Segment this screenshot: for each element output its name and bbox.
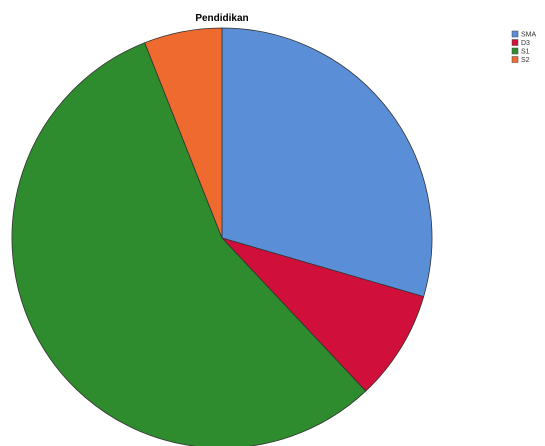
- pie-slice-s1: [11, 42, 367, 446]
- legend-item-s1: S1: [511, 47, 530, 56]
- pie-slice-d3: [220, 237, 425, 392]
- pie-slice-s2: [144, 27, 223, 239]
- legend-item-sma: SMA: [511, 30, 537, 39]
- legend-label-d3: D3: [521, 40, 530, 47]
- legend-label-s1: S1: [521, 49, 530, 56]
- legend-item-s2: S2: [511, 56, 530, 64]
- legend-label-sma: SMA: [521, 32, 537, 39]
- legend-swatch-s2: [511, 56, 519, 63]
- legend-swatch-s1: [511, 47, 519, 55]
- pie-slice-sma: [221, 27, 433, 298]
- pie-slices: [11, 27, 433, 446]
- chart-title: Pendidikan: [195, 13, 248, 24]
- legend-swatch-d3: [511, 39, 519, 46]
- legend-item-d3: D3: [511, 39, 530, 47]
- legend-swatch-sma: [511, 30, 519, 38]
- legend-label-s2: S2: [521, 57, 530, 64]
